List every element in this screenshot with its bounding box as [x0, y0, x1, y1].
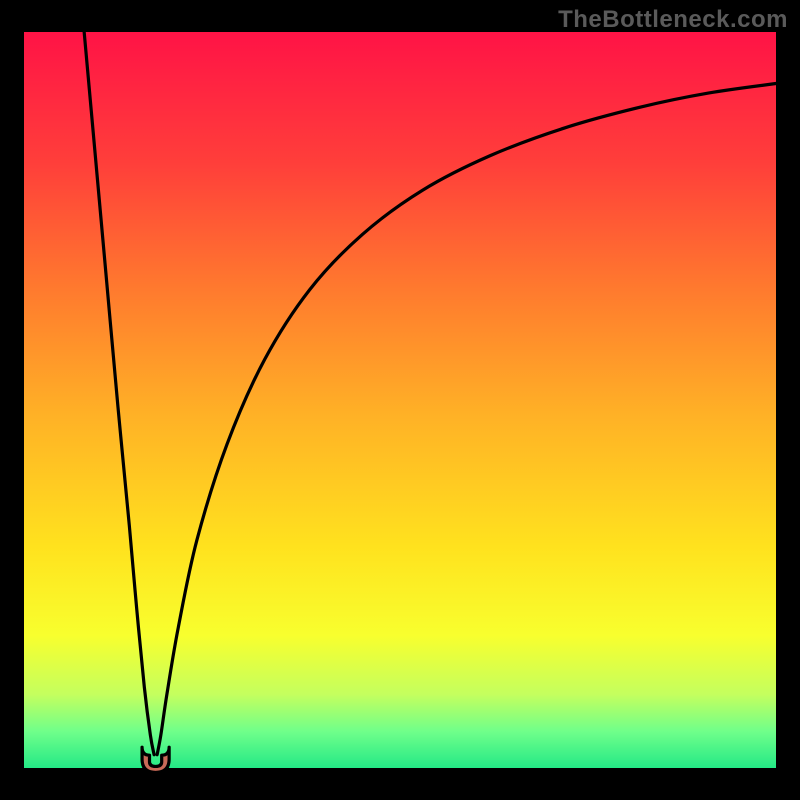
watermark-text: TheBottleneck.com — [558, 6, 788, 34]
bottleneck-curve-plot — [0, 0, 800, 800]
plot-background-gradient — [24, 32, 776, 768]
chart-container: TheBottleneck.com — [0, 0, 800, 800]
